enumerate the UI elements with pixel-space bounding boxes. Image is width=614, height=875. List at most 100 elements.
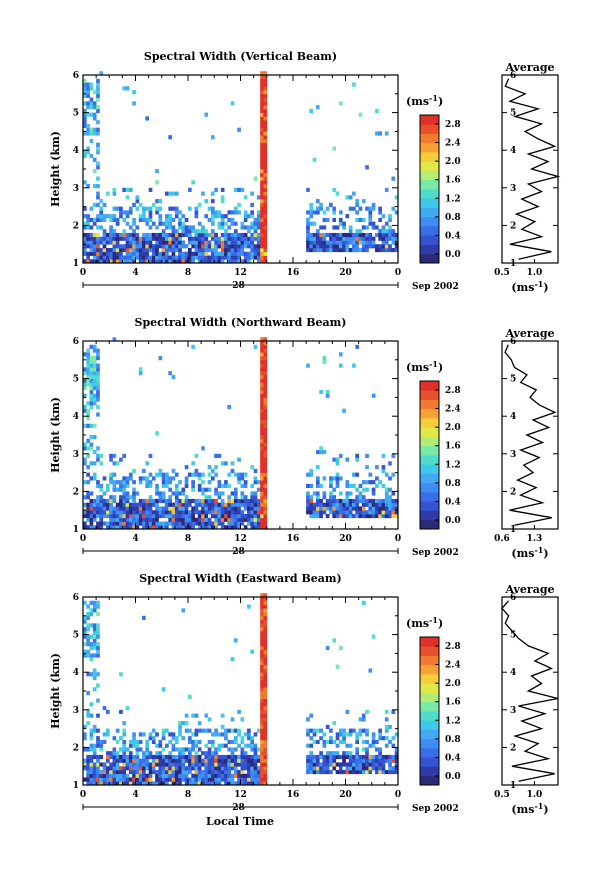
heatmap-cell [312,762,317,767]
heatmap-cell [105,525,110,530]
heatmap-cell [263,702,268,707]
heatmap-cell [135,777,140,782]
heatmap-cell [119,210,123,215]
heatmap-cell [260,408,264,413]
heatmap-cell [263,453,268,458]
heatmap-cell [142,525,146,530]
heatmap-cell [361,717,366,722]
heatmap-cell [247,777,251,782]
heatmap-cell [220,225,225,230]
heatmap-cell [174,766,179,771]
heatmap-cell [260,773,264,778]
heatmap-cell [256,754,261,760]
heatmap-cell [207,240,212,245]
heatmap-cell [89,653,94,658]
heatmap-cell [256,259,261,264]
heatmap-cell [168,506,172,511]
heatmap-cell [207,247,212,253]
heatmap-cell [319,236,323,241]
xtick-label: 12 [234,268,247,278]
colorbar-swatch [420,748,439,758]
heatmap-cell [332,210,337,215]
heatmap-cell [89,101,94,106]
heatmap-cell [263,123,268,129]
ytick-label: 2 [73,487,79,497]
heatmap-cell [132,769,136,775]
heatmap-cell [224,525,228,530]
heatmap-cell [319,513,323,519]
heatmap-cell [96,195,100,200]
heatmap-cell [237,709,241,714]
heatmap-cell [260,513,264,519]
heatmap-cell [138,236,143,241]
heatmap-cell [263,446,268,451]
heatmap-cell [178,232,182,238]
heatmap-cell [125,86,130,91]
heatmap-cell [260,461,264,466]
heatmap-cell [86,214,90,219]
heatmap-cell [263,645,268,651]
heatmap-cell [260,608,264,613]
heatmap-cell [263,431,268,436]
heatmap-cell [119,521,123,526]
heatmap-cell [181,259,186,264]
heatmap-cell [381,229,386,234]
heatmap-cell [119,773,123,778]
heatmap-cell [207,502,212,507]
heatmap-cell [89,393,94,398]
heatmap-cell [125,476,130,481]
heatmap-cell [260,244,264,249]
heatmap-cell [207,773,212,778]
heatmap-cell [217,210,222,215]
heatmap-cell [260,597,264,602]
heatmap-cell [243,762,248,767]
heatmap-cell [83,206,87,211]
heatmap-cell [168,191,172,196]
heatmap-cell [191,487,195,492]
heatmap-cell [102,510,107,515]
heatmap-cell [230,525,235,530]
heatmap-cell [256,195,261,200]
heatmap-cell [260,664,264,669]
heatmap-cell [89,645,94,651]
heatmap-cell [233,210,238,215]
heatmap-cell [210,754,215,760]
heatmap-cell [263,517,268,522]
heatmap-cell [322,210,327,215]
heatmap-cell [247,754,251,760]
heatmap-cell [96,244,100,249]
heatmap-cell [188,187,192,192]
heatmap-cell [92,502,97,507]
heatmap-cell [161,255,166,260]
heatmap-cell [381,506,386,511]
heatmap-cell [263,597,268,602]
heatmap-cell [184,777,189,782]
heatmap-cell [342,513,346,519]
heatmap-cell [155,513,159,519]
heatmap-cell [352,762,356,767]
heatmap-cell [230,210,235,215]
heatmap-cell [394,195,399,200]
heatmap-cell [151,739,156,745]
heatmap-cell [132,510,136,515]
heatmap-cell [391,472,396,477]
heatmap-cell [263,698,268,703]
heatmap-cell [83,404,87,410]
heatmap-cell [135,773,140,778]
heatmap-cell [240,232,245,238]
heatmap-cell [125,498,130,504]
heatmap-cell [89,769,94,775]
heatmap-cell [188,513,192,519]
heatmap-cell [263,352,268,357]
heatmap-cell [142,781,146,786]
heatmap-cell [112,229,117,234]
heatmap-cell [322,244,327,249]
heatmap-cell [89,363,94,368]
heatmap-cell [92,90,97,95]
heatmap-cell [194,713,199,718]
heatmap-cell [361,600,366,605]
heatmap-cell [263,116,268,121]
heatmap-cell [102,513,107,519]
heatmap-cell [86,423,90,428]
heatmap-cell [315,766,320,771]
